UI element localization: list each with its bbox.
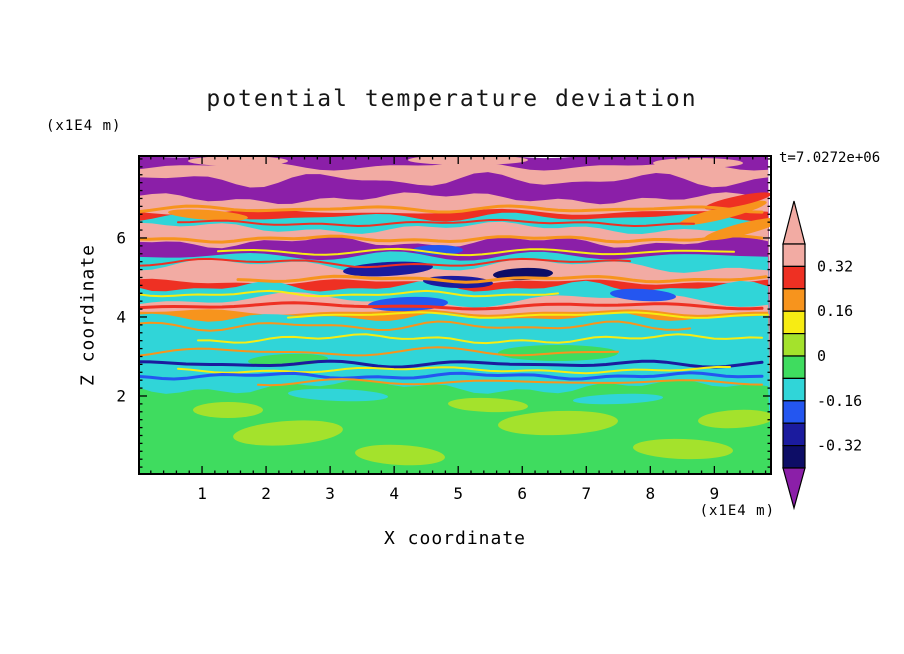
field-blob-pink (653, 158, 743, 168)
colorbar-label--0.16: -0.16 (817, 392, 862, 410)
field-streak-navy (138, 359, 764, 369)
colorbar-segment-7 (782, 400, 806, 424)
field-blob-red (704, 192, 772, 210)
field-streak-red (138, 257, 631, 269)
x-axis-unit-label: (x1E4 m) (699, 503, 775, 519)
field-streak-orange (138, 320, 691, 332)
x-tick-label-5: 5 (453, 484, 464, 503)
field-blob-cyan (288, 388, 388, 402)
z-tick-label-6: 6 (116, 228, 126, 248)
field-blob-blue (610, 288, 676, 302)
field-blob-pink (408, 155, 528, 165)
field-blob-chartreuse (355, 444, 445, 466)
colorbar: 0.32 0.16 0 -0.16 -0.32 (782, 200, 862, 511)
x-tick-label-7: 7 (581, 484, 592, 503)
colorbar-segment-8 (782, 422, 806, 447)
field-blob-chartreuse (633, 438, 733, 460)
field-streak-orange (138, 346, 619, 357)
field-blob-chartreuse (448, 397, 528, 413)
x-tick-label-1: 1 (197, 484, 207, 503)
field-streak-yellow (138, 289, 559, 298)
field-streak-red (138, 301, 764, 311)
plot-frame (138, 155, 772, 475)
colorbar-label--0.32: -0.32 (817, 437, 862, 455)
field-streak-orange (236, 274, 768, 284)
colorbar-arrow-bottom (782, 467, 806, 511)
z-tick-label-4: 4 (116, 307, 126, 327)
colorbar-label-0.32: 0.32 (817, 257, 853, 275)
field-band-green (138, 379, 772, 475)
field-streaks (138, 204, 769, 387)
field-blob-pink (188, 156, 288, 166)
x-tick-label-8: 8 (645, 484, 656, 503)
field-streak-orange (138, 204, 764, 214)
colorbar-label-0: 0 (817, 347, 826, 365)
x-tick-label-3: 3 (325, 484, 335, 503)
colorbar-arrow-top (782, 200, 806, 245)
field-blob-navy (343, 261, 433, 277)
x-tick-label-9: 9 (709, 484, 720, 503)
field-streak-yellow (287, 311, 769, 319)
z-axis-unit-label: (x1E4 m) (46, 118, 122, 134)
colorbar-segment-2 (782, 288, 806, 312)
y-axis-title: Z coordinate (77, 243, 99, 387)
field-blob-chartreuse (698, 409, 772, 429)
field-blob-blue (413, 245, 463, 255)
field-streak-yellow (217, 247, 735, 257)
field-streak-orange (257, 378, 763, 387)
field-blob-orange (168, 209, 248, 221)
time-annotation: t=7.0272e+06 (779, 150, 881, 166)
field-blob-chartreuse (193, 402, 263, 418)
x-axis-title: X coordinate (383, 528, 527, 549)
x-tick-label-2: 2 (261, 484, 271, 503)
field-streak-orange (138, 234, 764, 244)
field-streak-yellow (177, 365, 731, 375)
field-blob-chartreuse (233, 420, 343, 446)
heatmap-plot (138, 155, 772, 475)
x-tick-label-4: 4 (389, 484, 399, 503)
field-blobs (168, 155, 772, 466)
colorbar-segment-3 (782, 310, 806, 335)
field-blob-orange (679, 200, 767, 226)
z-tick-label-2: 2 (116, 386, 126, 406)
colorbar-segment-6 (782, 377, 806, 402)
field-blob-chartreuse (498, 410, 618, 436)
field-blob-orange (704, 217, 772, 241)
colorbar-segment-9 (782, 445, 806, 469)
x-tick-label-6: 6 (517, 484, 528, 503)
colorbar-segment-5 (782, 355, 806, 379)
field-streak-yellow (197, 333, 763, 345)
colorbar-segment-1 (782, 265, 806, 290)
field-streak-blue (138, 371, 764, 381)
field-blob-cyan (573, 393, 663, 405)
field-streak-red (177, 218, 695, 228)
chart-title: potential temperature deviation (206, 86, 698, 112)
colorbar-segment-4 (782, 333, 806, 357)
colorbar-segment-0 (782, 243, 806, 267)
colorbar-label-0.16: 0.16 (817, 302, 853, 320)
